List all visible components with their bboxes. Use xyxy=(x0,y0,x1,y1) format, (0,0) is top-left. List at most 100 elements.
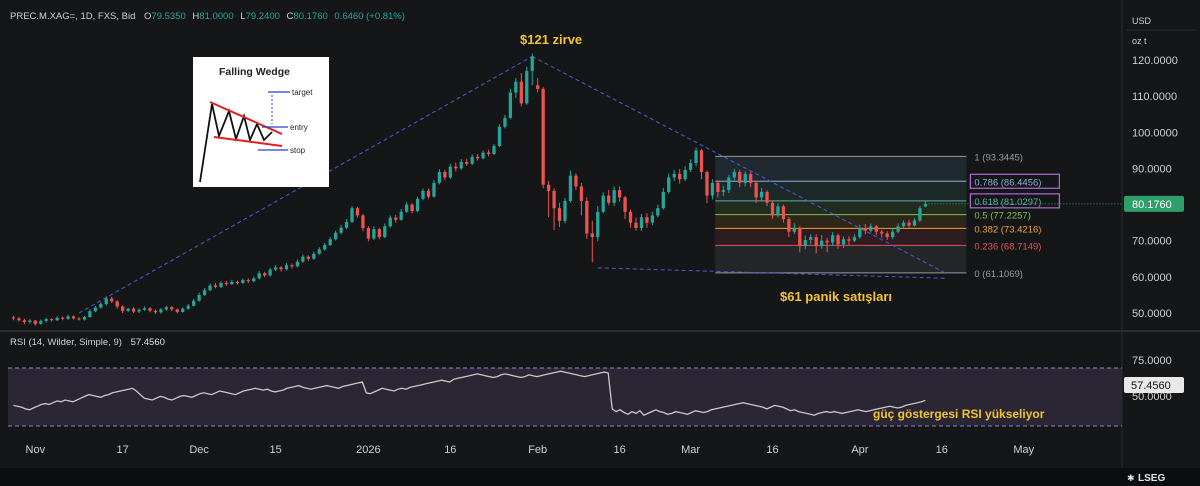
candle-body xyxy=(77,318,81,320)
candle-body xyxy=(885,233,889,238)
candle-body xyxy=(252,278,256,282)
candle-body xyxy=(448,166,452,178)
candle-body xyxy=(323,245,327,250)
candle-body xyxy=(710,182,715,196)
candle-body xyxy=(732,172,736,178)
candle-body xyxy=(628,211,633,223)
fib-label-highlight xyxy=(969,193,1060,209)
candle-body xyxy=(869,226,873,231)
price-tick-label: 60.0000 xyxy=(1132,272,1172,284)
candle-body xyxy=(241,280,245,284)
candle-body xyxy=(617,190,622,198)
candle-body xyxy=(153,310,158,313)
candle-body xyxy=(514,81,518,93)
fib-level-label: 0.786 (86.4456) xyxy=(974,177,1041,188)
candle-body xyxy=(552,190,556,209)
unit-label[interactable]: oz t xyxy=(1132,36,1147,46)
candle-body xyxy=(568,175,573,201)
time-tick-label: 16 xyxy=(766,444,778,456)
fib-level-label: 0.618 (81.0297) xyxy=(974,197,1041,208)
close-value: 80.1760 xyxy=(293,11,327,22)
candle-body xyxy=(688,163,693,170)
inset-price-path xyxy=(199,103,273,183)
candle-body xyxy=(60,317,65,319)
time-tick-label: 16 xyxy=(613,444,625,456)
candle-body xyxy=(792,228,796,232)
candle-body xyxy=(437,172,442,183)
trend-line xyxy=(532,55,948,275)
candle-body xyxy=(607,195,611,203)
candle-body xyxy=(39,320,43,324)
candle-body xyxy=(170,307,174,310)
candle-body xyxy=(208,285,212,291)
rsi-pane xyxy=(8,367,1122,427)
candle-body xyxy=(295,261,300,267)
time-tick-label: Apr xyxy=(851,444,868,456)
candle-body xyxy=(186,305,190,309)
rsi-line xyxy=(13,370,926,416)
candle-body xyxy=(705,172,709,196)
panic-annotation: $61 panik satışları xyxy=(780,289,892,304)
price-tick-label: 50.0000 xyxy=(1132,308,1172,320)
price-tick-label: 90.0000 xyxy=(1132,163,1172,175)
candle-body xyxy=(863,228,867,231)
candle-body xyxy=(825,240,829,243)
candle-body xyxy=(257,273,261,279)
candle-body xyxy=(585,200,589,234)
footer-bar xyxy=(0,468,1200,486)
candle-body xyxy=(459,161,463,169)
candle-body xyxy=(901,222,906,227)
candle-body xyxy=(317,249,321,254)
candle-body xyxy=(344,221,349,228)
candle-body xyxy=(612,190,616,203)
fib-level-label: 0.236 (68.7149) xyxy=(974,241,1041,252)
candle-body xyxy=(465,161,469,164)
candle-body xyxy=(66,316,70,319)
fib-label-highlight xyxy=(969,173,1060,189)
candle-body xyxy=(574,175,578,187)
candle-body xyxy=(71,316,76,319)
candle-body xyxy=(279,267,283,270)
candle-body xyxy=(148,308,152,311)
change-value: 0.6460 (+0.81%) xyxy=(334,11,405,22)
currency-label[interactable]: USD xyxy=(1132,16,1152,26)
candle-body xyxy=(301,256,305,262)
candle-body xyxy=(115,301,119,307)
candle-body xyxy=(394,217,398,220)
low-value: 79.2400 xyxy=(246,11,280,22)
candle-body xyxy=(137,309,141,312)
candle-body xyxy=(486,152,491,154)
candle-body xyxy=(923,203,928,207)
inset-upper-line xyxy=(209,101,283,135)
current-price-tag xyxy=(1124,195,1184,212)
price-tick-label: 110.0000 xyxy=(1132,91,1177,103)
candle-body xyxy=(426,190,431,197)
candle-body xyxy=(284,265,289,270)
candle-body xyxy=(55,317,59,321)
candle-body xyxy=(650,215,655,223)
candle-body xyxy=(749,173,753,183)
candle-body xyxy=(22,320,27,323)
candle-body xyxy=(852,237,857,241)
candle-body xyxy=(820,240,824,247)
candle-body xyxy=(497,126,502,147)
candle-body xyxy=(841,239,846,245)
brand-logo-mark: ✱ xyxy=(1127,473,1135,483)
candle-body xyxy=(159,309,163,313)
rsi-legend-value: 57.4560 xyxy=(131,337,165,348)
candle-body xyxy=(219,283,223,287)
candle-body xyxy=(11,317,16,319)
candle-body xyxy=(530,56,534,71)
time-tick-label: 16 xyxy=(936,444,948,456)
candle-body xyxy=(339,227,343,233)
brand-logo: LSEG xyxy=(1138,473,1165,484)
candle-body xyxy=(721,190,726,192)
candle-body xyxy=(224,283,229,285)
candle-body xyxy=(645,217,649,223)
candle-body xyxy=(874,226,878,232)
candle-body xyxy=(415,198,420,212)
candle-body xyxy=(596,211,600,238)
rsi-tick-50: 50.0000 xyxy=(1132,391,1172,403)
fib-level-label: 1 (93.3445) xyxy=(974,152,1023,163)
